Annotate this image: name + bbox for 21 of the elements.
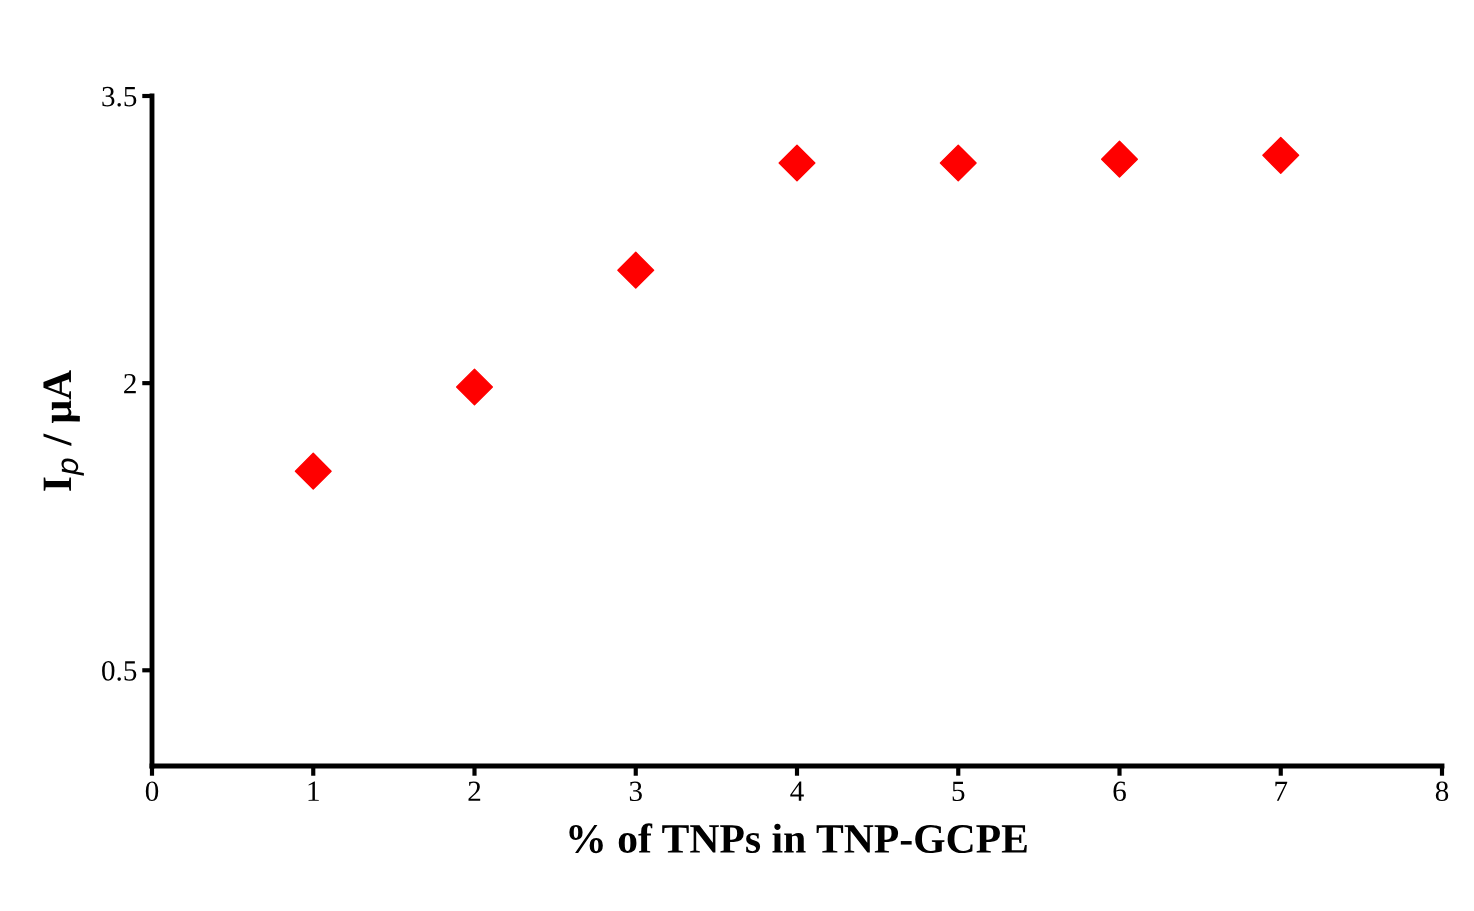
y-tick-label: 2 [124, 373, 136, 394]
point [294, 452, 332, 490]
x-tick-label: 2 [468, 781, 481, 801]
y-tick-label: 3.5 [102, 86, 137, 107]
x-tick-label: 1 [308, 781, 319, 801]
x-tick-label: 3 [629, 781, 642, 802]
point [939, 144, 977, 182]
y-tick-label: 0.5 [102, 661, 137, 681]
point [617, 251, 655, 289]
x-tick-label: 4 [790, 781, 804, 801]
x-tick-label: 6 [1113, 781, 1126, 802]
point [1262, 136, 1300, 174]
point [1100, 140, 1139, 178]
point [455, 368, 494, 406]
x-axis-title: % of TNPs in TNP-GCPE [569, 823, 1027, 854]
x-tick-label: 5 [952, 781, 965, 802]
x-tick-label: 0 [145, 781, 159, 802]
x-tick-label: 8 [1435, 781, 1449, 802]
x-tick-label: 7 [1275, 781, 1288, 801]
point [778, 144, 816, 182]
y-axis-title: I$_{p}$ / μA [43, 370, 84, 491]
